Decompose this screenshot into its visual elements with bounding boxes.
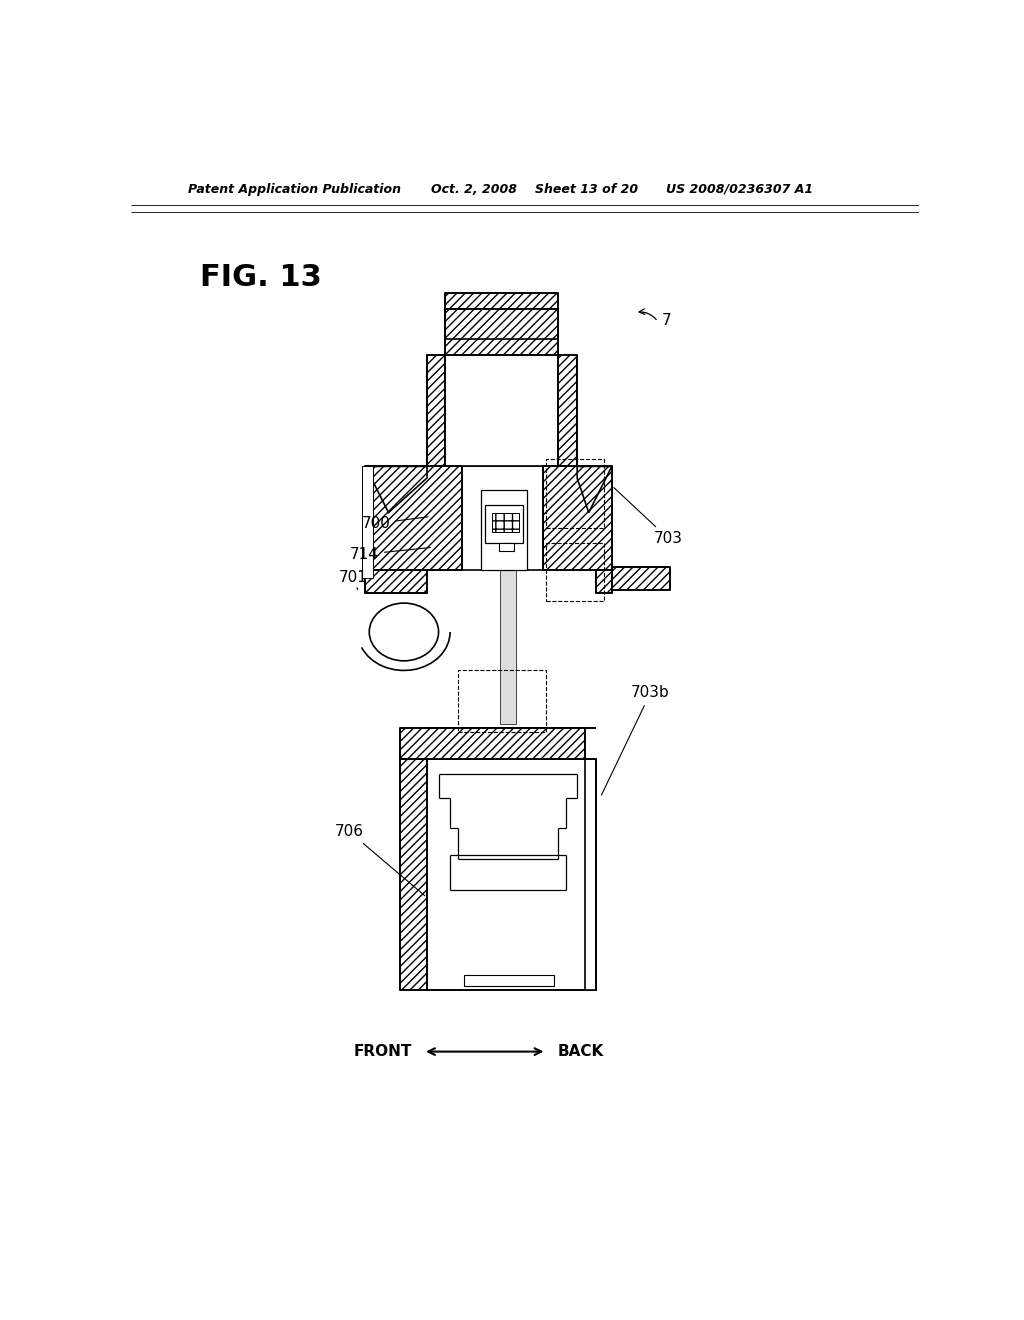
Polygon shape — [366, 570, 427, 594]
Text: 700: 700 — [361, 516, 428, 531]
Polygon shape — [464, 974, 554, 986]
Polygon shape — [366, 466, 462, 570]
Polygon shape — [427, 355, 444, 466]
Text: Patent Application Publication: Patent Application Publication — [188, 182, 401, 195]
Polygon shape — [611, 566, 670, 590]
Polygon shape — [400, 729, 585, 759]
Polygon shape — [361, 466, 373, 578]
Polygon shape — [444, 309, 558, 339]
Polygon shape — [427, 355, 444, 474]
Polygon shape — [543, 466, 611, 570]
Text: Oct. 2, 2008: Oct. 2, 2008 — [431, 182, 517, 195]
Polygon shape — [585, 759, 596, 990]
Polygon shape — [444, 355, 558, 466]
Bar — [547, 544, 604, 601]
Polygon shape — [444, 309, 558, 355]
Polygon shape — [400, 759, 427, 990]
Text: 701: 701 — [339, 570, 368, 590]
Text: 714: 714 — [350, 546, 430, 562]
Polygon shape — [366, 466, 427, 512]
Bar — [458, 671, 547, 733]
Text: FRONT: FRONT — [353, 1044, 412, 1059]
Text: 703: 703 — [613, 487, 683, 546]
Ellipse shape — [370, 603, 438, 661]
Text: 703b: 703b — [601, 685, 670, 795]
Polygon shape — [427, 759, 596, 990]
Text: US 2008/0236307 A1: US 2008/0236307 A1 — [666, 182, 813, 195]
Text: 7: 7 — [662, 313, 672, 327]
Text: BACK: BACK — [558, 1044, 604, 1059]
Polygon shape — [500, 570, 515, 725]
Polygon shape — [493, 512, 519, 532]
Text: Sheet 13 of 20: Sheet 13 of 20 — [535, 182, 638, 195]
Text: FIG. 13: FIG. 13 — [200, 263, 322, 292]
Polygon shape — [499, 544, 514, 552]
Polygon shape — [481, 490, 527, 570]
Text: 706: 706 — [335, 824, 425, 896]
Polygon shape — [444, 293, 558, 339]
Polygon shape — [578, 466, 611, 512]
Polygon shape — [484, 506, 523, 544]
Polygon shape — [596, 570, 611, 594]
Polygon shape — [462, 466, 543, 570]
Polygon shape — [558, 355, 578, 466]
Bar — [547, 459, 604, 528]
